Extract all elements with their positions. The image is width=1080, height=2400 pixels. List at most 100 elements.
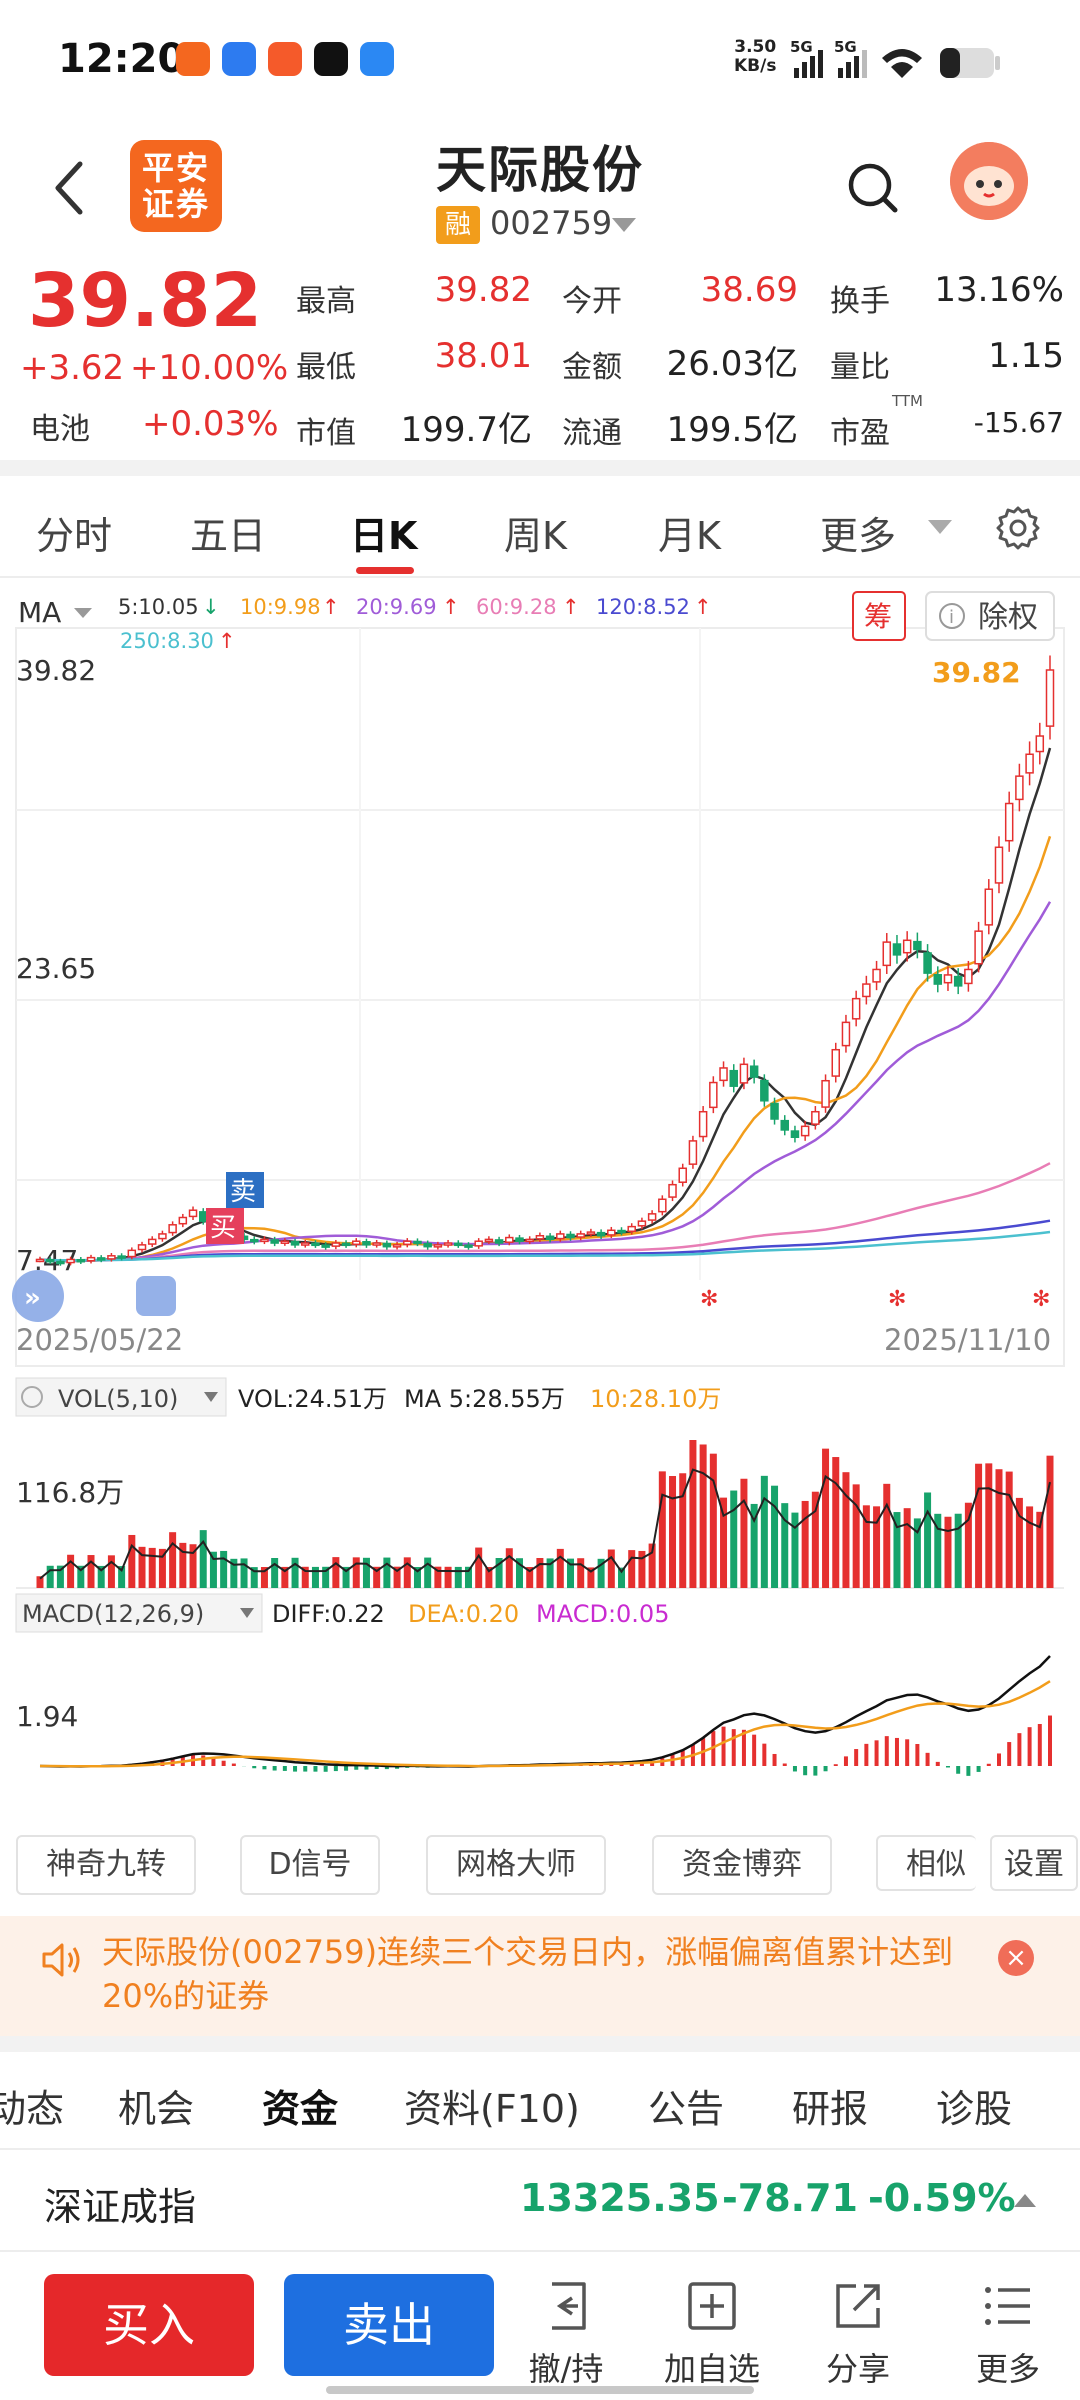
withdraw-hold-icon[interactable] xyxy=(538,2278,594,2334)
expand-left-button[interactable] xyxy=(12,1270,64,1322)
tab-diagnosis[interactable]: 诊股 xyxy=(936,2087,1013,2131)
ma-dropdown-icon[interactable] xyxy=(74,608,92,618)
stock-code[interactable]: 002759 xyxy=(490,204,613,242)
quote-label-open: 今开 xyxy=(562,284,622,319)
ma-selector[interactable]: MA xyxy=(18,596,61,629)
sell-signal-badge[interactable] xyxy=(226,1172,264,1208)
tab-more[interactable]: 更多 xyxy=(820,514,897,558)
volume-bar xyxy=(148,1547,156,1588)
tool-magic-nine[interactable]: 神奇九转 xyxy=(16,1835,196,1895)
chevron-up-icon[interactable] xyxy=(1014,2194,1036,2207)
event-marker-icon[interactable]: ✻ xyxy=(888,1287,906,1312)
search-icon[interactable] xyxy=(845,160,901,216)
candle xyxy=(311,1242,320,1247)
volume-bar xyxy=(281,1566,289,1588)
tab-research[interactable]: 研报 xyxy=(792,2087,869,2131)
gear-icon[interactable] xyxy=(994,504,1042,552)
volume-bar xyxy=(158,1548,166,1588)
tab-opportunity[interactable]: 机会 xyxy=(118,2087,195,2131)
index-name[interactable]: 深证成指 xyxy=(44,2185,197,2229)
candle xyxy=(464,1244,473,1248)
candle xyxy=(923,952,932,974)
tab-announcement[interactable]: 公告 xyxy=(648,2087,725,2131)
tab-five-day[interactable]: 五日 xyxy=(190,514,267,558)
vol-dropdown-icon[interactable] xyxy=(204,1392,218,1402)
divider xyxy=(0,576,1080,578)
tool-similar-k[interactable]: 相似K xyxy=(876,1835,976,1891)
sector-label[interactable]: 电池 xyxy=(30,412,90,447)
kline-chart[interactable]: MA 5:10.05 ↓ 10:9.98 ↑ 20:9.69 ↑ 60:9.28… xyxy=(0,580,1080,1820)
assistant-avatar-icon[interactable] xyxy=(950,142,1028,220)
tool-settings[interactable]: 设置 xyxy=(990,1835,1078,1891)
volume-bar xyxy=(893,1512,901,1588)
price-change: +3.62 xyxy=(20,348,125,388)
volume-bar xyxy=(985,1463,993,1588)
candle xyxy=(260,1238,269,1243)
tool-grid-master[interactable]: 网格大师 xyxy=(426,1835,606,1895)
volume-bar xyxy=(883,1483,891,1588)
event-marker-icon[interactable]: ✻ xyxy=(1032,1287,1050,1312)
info-icon xyxy=(939,603,965,629)
tab-dynamics[interactable]: 动态 xyxy=(0,2087,65,2131)
status-bar: 12:20 3.50 KB/s 5G 5G xyxy=(0,0,1080,120)
candle xyxy=(913,940,922,951)
chevron-down-icon[interactable] xyxy=(928,520,952,534)
volume-bar xyxy=(832,1457,840,1588)
quote-label-market-cap: 市值 xyxy=(296,416,356,451)
close-icon[interactable]: × xyxy=(998,1940,1034,1976)
volume-bar xyxy=(597,1558,605,1588)
chip-button[interactable] xyxy=(852,591,906,641)
macd-indicator-selector[interactable] xyxy=(15,1593,263,1633)
tool-d-signal[interactable]: D信号 xyxy=(240,1835,380,1895)
add-watchlist-label[interactable]: 加自选 xyxy=(663,2350,760,2388)
vol-indicator-selector[interactable] xyxy=(15,1377,227,1417)
share-icon[interactable] xyxy=(830,2278,886,2334)
volume-bar xyxy=(444,1566,452,1588)
volume-bar xyxy=(77,1565,85,1588)
more-label[interactable]: 更多 xyxy=(975,2350,1040,2388)
fullscreen-button[interactable] xyxy=(136,1276,176,1316)
car-app-icon xyxy=(360,42,394,76)
candle xyxy=(862,983,871,998)
candle xyxy=(45,1258,55,1263)
tab-daily-k[interactable]: 日K xyxy=(350,514,418,558)
notice-text: 天际股份(002759)连续三个交易日内，涨幅偏离值累计达到20%的证券 xyxy=(102,1933,954,2015)
chart-grid xyxy=(15,627,1065,1367)
share-label[interactable]: 分享 xyxy=(825,2350,890,2388)
buy-button[interactable]: 买入 xyxy=(44,2274,254,2376)
tool-fund-game[interactable]: 资金博弈 xyxy=(652,1835,832,1895)
volume-bar xyxy=(577,1558,585,1588)
candle xyxy=(86,1256,96,1262)
event-marker-icon[interactable]: ✻ xyxy=(700,1287,718,1312)
tab-f10[interactable]: 资料(F10) xyxy=(404,2087,580,2131)
app-notification-icon xyxy=(222,42,256,76)
tab-weekly-k[interactable]: 周K xyxy=(504,514,567,558)
candle xyxy=(382,1242,392,1248)
notice-banner[interactable] xyxy=(0,1916,1080,2036)
add-watchlist-icon[interactable] xyxy=(684,2278,740,2334)
macd-dropdown-icon[interactable] xyxy=(240,1608,254,1618)
tab-intraday[interactable]: 分时 xyxy=(36,514,113,558)
volume-bar xyxy=(67,1554,75,1588)
volume-bar xyxy=(240,1558,248,1588)
candle xyxy=(1045,669,1055,727)
sell-signal-label: 卖 xyxy=(230,1177,256,1207)
tab-funds[interactable]: 资金 xyxy=(262,2087,339,2131)
tab-monthly-k[interactable]: 月K xyxy=(658,514,721,558)
ma20-arrow: ↑ xyxy=(442,595,460,619)
code-dropdown-icon[interactable] xyxy=(612,218,636,232)
sell-button[interactable]: 卖出 xyxy=(284,2274,494,2376)
volume-bar xyxy=(730,1490,738,1588)
divider xyxy=(0,2250,1080,2252)
clock: 12:20 xyxy=(58,36,186,82)
buy-signal-badge[interactable] xyxy=(206,1208,244,1244)
divider xyxy=(0,2036,1080,2052)
back-arrow-icon[interactable] xyxy=(50,158,90,218)
candle xyxy=(729,1069,738,1087)
menu-icon[interactable] xyxy=(980,2278,1036,2334)
ma120-legend: 120:8.52 xyxy=(596,595,690,619)
withdraw-hold-label[interactable]: 撤/持 xyxy=(528,2350,604,2388)
candle xyxy=(35,1258,45,1263)
adjust-button[interactable] xyxy=(925,591,1055,641)
candle xyxy=(392,1244,402,1248)
